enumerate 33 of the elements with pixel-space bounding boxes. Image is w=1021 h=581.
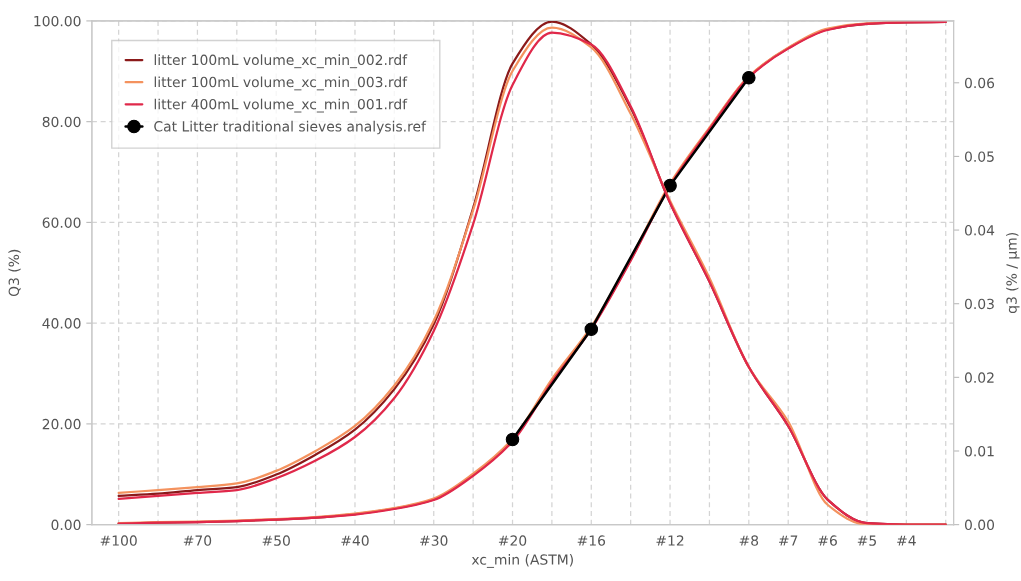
x-tick-label: #50 <box>262 535 290 546</box>
x-tick-label: #70 <box>183 535 212 546</box>
y-tick-label: 60.00 <box>42 217 81 228</box>
y2-axis-title: q3 (% / µm) <box>1006 232 1020 313</box>
x-tick-label: #40 <box>341 535 369 546</box>
y-tick-label: 0.00 <box>51 519 81 531</box>
y2-tick-label: 0.00 <box>964 519 995 531</box>
y2-tick-label: 0.01 <box>964 445 994 457</box>
x-tick-label: #20 <box>498 535 527 546</box>
y2-tick-label: 0.04 <box>964 225 995 236</box>
y2-tick-label: 0.02 <box>964 372 994 383</box>
x-axis-title: xc_min (ASTM) <box>471 554 573 568</box>
x-tick-label: #12 <box>656 535 684 546</box>
x-tick-label: #4 <box>897 535 916 546</box>
legend-label: litter 100mL volume_xc_min_002.rdf <box>154 54 408 69</box>
y2-tick-label: 0.03 <box>964 298 994 310</box>
y-axis-title: Q3 (%) <box>8 249 21 297</box>
legend-label: Cat Litter traditional sieves analysis.ref <box>154 120 427 135</box>
x-tick-label: #30 <box>420 535 448 546</box>
x-tick-label: #7 <box>779 535 798 546</box>
y-tick-label: 20.00 <box>42 418 81 430</box>
legend-label: litter 400mL volume_xc_min_001.rdf <box>154 98 408 113</box>
x-tick-label: #5 <box>857 535 876 546</box>
x-tick-label: #100 <box>100 535 137 546</box>
x-tick-label: #16 <box>577 535 606 546</box>
y2-tick-label: 0.06 <box>964 77 995 89</box>
y2-tick-label: 0.05 <box>964 151 994 162</box>
y-tick-label: 40.00 <box>42 318 81 329</box>
legend-label: litter 100mL volume_xc_min_003.rdf <box>154 76 408 91</box>
x-tick-label: #8 <box>739 535 759 546</box>
y-tick-label: 80.00 <box>42 116 81 128</box>
x-tick-label: #6 <box>818 535 837 546</box>
y-tick-label: 100.00 <box>34 15 81 27</box>
